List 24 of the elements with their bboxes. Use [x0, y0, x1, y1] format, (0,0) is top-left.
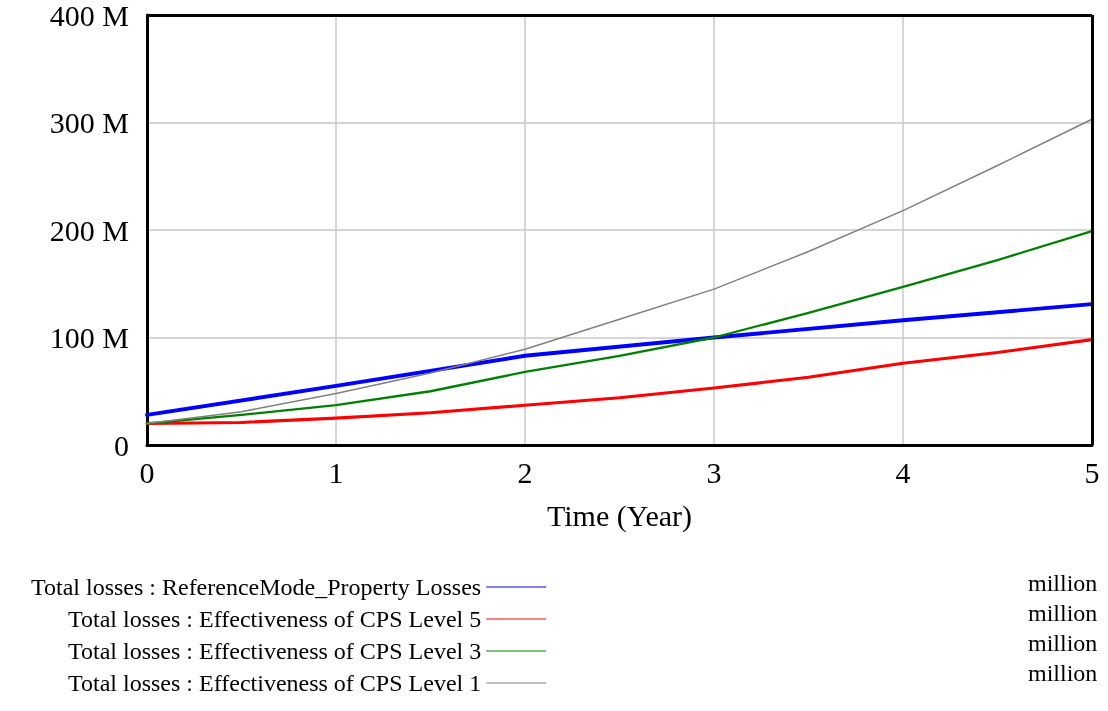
x-tick-label: 3	[706, 455, 722, 489]
text: million	[1028, 569, 1099, 597]
line-series	[145, 338, 1094, 426]
legend-label: Total losses : ReferenceMode_Property Losses	[30, 574, 482, 600]
line-series	[146, 118, 1093, 425]
text: million	[1028, 659, 1099, 687]
text: million	[1028, 599, 1099, 627]
x-tick-label: 5	[1084, 455, 1100, 489]
line-series	[145, 229, 1094, 425]
line-series	[145, 302, 1094, 417]
x-tick-label: 1	[328, 455, 344, 489]
legend-label: Total losses : Effectiveness of CPS Level 5	[68, 606, 482, 632]
legend-label: Total losses : Effectiveness of CPS Level 1	[68, 670, 482, 696]
x-axis-title: Time (Year)	[546, 498, 693, 533]
text: million	[1028, 629, 1099, 657]
legend-label: Total losses : Effectiveness of CPS Level 3	[68, 638, 482, 664]
y-tick-label: 300 M	[49, 106, 129, 139]
x-tick-label: 2	[517, 455, 533, 489]
x-tick-label: 4	[895, 455, 911, 489]
y-tick-label: 0	[114, 428, 129, 462]
x-tick-label: 0	[139, 455, 155, 489]
y-tick-label: 400 M	[49, 0, 129, 32]
y-tick-label: 200 M	[49, 213, 129, 247]
y-tick-label: 100 M	[49, 321, 129, 354]
